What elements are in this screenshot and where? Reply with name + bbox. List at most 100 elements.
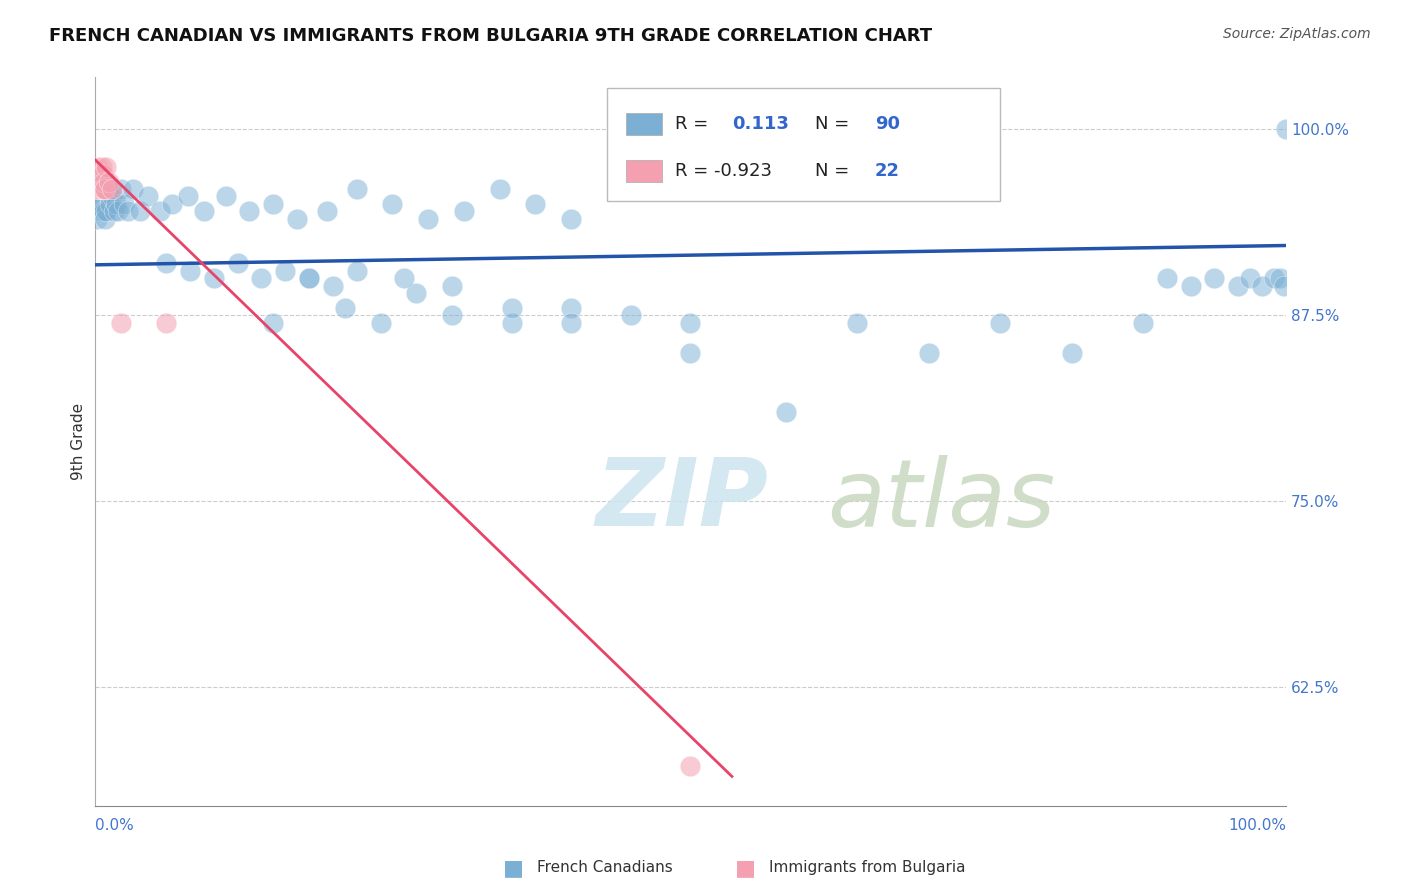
Point [1060, 345, 1083, 359]
FancyBboxPatch shape [626, 112, 662, 135]
Point [501, 316, 523, 330]
Text: N =: N = [815, 115, 855, 133]
Point [94, 182, 117, 196]
Point [87, 197, 110, 211]
Point [90, 182, 112, 196]
Point [346, 264, 368, 278]
Point [89, 204, 111, 219]
Point [90, 175, 112, 189]
Text: atlas: atlas [827, 455, 1056, 546]
Text: R = -0.923: R = -0.923 [675, 162, 772, 180]
Point [405, 286, 427, 301]
Text: 0.113: 0.113 [733, 115, 789, 133]
Point [262, 197, 284, 211]
Point [149, 204, 172, 219]
Point [298, 271, 321, 285]
Point [679, 345, 702, 359]
Point [93, 182, 115, 196]
Point [176, 189, 198, 203]
Point [524, 197, 547, 211]
Point [100, 182, 122, 196]
Text: French Canadians: French Canadians [537, 861, 673, 875]
Point [262, 316, 284, 330]
Point [87, 175, 110, 189]
Point [846, 316, 869, 330]
Point [315, 204, 337, 219]
Point [121, 182, 143, 196]
Point [90, 175, 112, 189]
Point [86, 182, 108, 196]
Point [93, 204, 115, 219]
Point [117, 204, 139, 219]
Point [84, 167, 107, 181]
Point [91, 182, 114, 196]
Text: 100.0%: 100.0% [1227, 818, 1286, 833]
Point [560, 301, 582, 315]
Point [1268, 271, 1291, 285]
Point [440, 278, 463, 293]
Point [1251, 278, 1274, 293]
Point [86, 175, 108, 189]
Point [440, 309, 463, 323]
Text: N =: N = [815, 162, 855, 180]
Point [90, 167, 112, 181]
FancyBboxPatch shape [607, 88, 1000, 202]
Point [1263, 271, 1285, 285]
Point [136, 189, 159, 203]
Point [1275, 122, 1298, 136]
Point [285, 211, 308, 226]
Point [86, 189, 108, 203]
Text: R =: R = [675, 115, 714, 133]
Point [679, 316, 702, 330]
Point [381, 197, 404, 211]
Point [560, 211, 582, 226]
Point [370, 316, 392, 330]
Point [98, 197, 121, 211]
Point [91, 197, 114, 211]
Point [160, 197, 183, 211]
Point [1132, 316, 1154, 330]
Point [620, 309, 643, 323]
Point [93, 175, 115, 189]
Point [89, 182, 111, 196]
Point [89, 167, 111, 181]
Point [107, 204, 129, 219]
Point [90, 197, 112, 211]
Point [488, 182, 510, 196]
Point [101, 189, 124, 203]
Point [1204, 271, 1226, 285]
Point [1227, 278, 1250, 293]
Point [274, 264, 297, 278]
Point [917, 345, 939, 359]
Point [94, 182, 117, 196]
Point [87, 167, 110, 181]
Point [89, 189, 111, 203]
Point [94, 211, 117, 226]
Point [91, 167, 114, 181]
Point [87, 182, 110, 196]
Point [96, 175, 118, 189]
Text: 90: 90 [875, 115, 900, 133]
Point [250, 271, 273, 285]
Point [988, 316, 1011, 330]
Point [112, 197, 135, 211]
Y-axis label: 9th Grade: 9th Grade [72, 403, 86, 481]
Point [91, 182, 114, 196]
Point [97, 175, 120, 189]
Text: ZIP: ZIP [595, 454, 768, 546]
Point [346, 182, 368, 196]
Point [101, 182, 124, 196]
Point [155, 316, 177, 330]
FancyBboxPatch shape [626, 161, 662, 182]
Point [322, 278, 344, 293]
Text: Source: ZipAtlas.com: Source: ZipAtlas.com [1223, 27, 1371, 41]
Point [90, 204, 112, 219]
Point [105, 197, 128, 211]
Text: 22: 22 [875, 162, 900, 180]
Point [86, 211, 108, 226]
Point [179, 264, 201, 278]
Point [1272, 278, 1295, 293]
Point [333, 301, 356, 315]
Point [298, 271, 321, 285]
Point [202, 271, 225, 285]
